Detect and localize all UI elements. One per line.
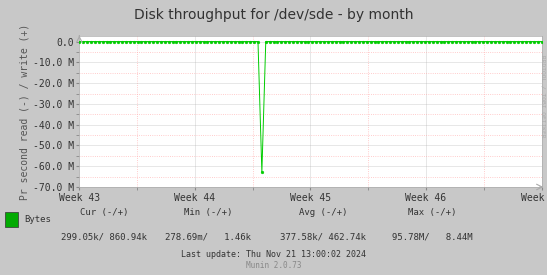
Text: 299.05k/ 860.94k: 299.05k/ 860.94k	[61, 232, 147, 241]
Text: 377.58k/ 462.74k: 377.58k/ 462.74k	[280, 232, 366, 241]
Text: Bytes: Bytes	[25, 215, 51, 224]
Text: Disk throughput for /dev/sde - by month: Disk throughput for /dev/sde - by month	[134, 8, 413, 22]
Text: RRDTOOL / TOBI OETIKER: RRDTOOL / TOBI OETIKER	[541, 55, 546, 138]
Text: 278.69m/   1.46k: 278.69m/ 1.46k	[165, 232, 251, 241]
Text: Munin 2.0.73: Munin 2.0.73	[246, 260, 301, 270]
Text: Last update: Thu Nov 21 13:00:02 2024: Last update: Thu Nov 21 13:00:02 2024	[181, 250, 366, 259]
Y-axis label: Pr second read (-) / write (+): Pr second read (-) / write (+)	[20, 23, 30, 199]
Text: Avg (-/+): Avg (-/+)	[299, 208, 347, 217]
Text: Cur (-/+): Cur (-/+)	[80, 208, 128, 217]
Text: Min (-/+): Min (-/+)	[184, 208, 232, 217]
Text: 95.78M/   8.44M: 95.78M/ 8.44M	[392, 232, 473, 241]
Text: Max (-/+): Max (-/+)	[408, 208, 456, 217]
